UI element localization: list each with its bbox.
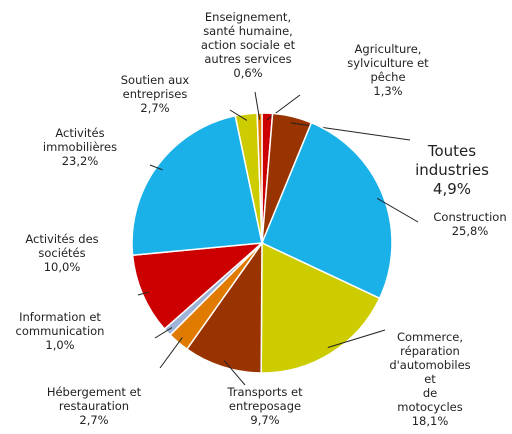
value-label: 2,7% (79, 413, 109, 427)
slice-label: Toutes industries 4,9% (415, 142, 489, 199)
category-label: Soutien aux entreprises (120, 73, 190, 101)
slice-label: Transports et entreposage 9,7% (227, 385, 302, 427)
value-label: 0,6% (233, 66, 263, 80)
slice-label: Information et communication 1,0% (16, 310, 105, 352)
leader-line (137, 291, 149, 296)
leader-line (229, 109, 248, 121)
pie-slice (185, 240, 263, 374)
value-label: 4,9% (432, 180, 472, 198)
pie-slice (260, 241, 381, 374)
value-label: 1,3% (373, 84, 403, 98)
category-label: Activités immobilières (42, 126, 118, 154)
value-label: 18,1% (411, 414, 449, 428)
value-label: 1,0% (45, 338, 75, 352)
category-label: Hébergement et restauration (46, 385, 142, 413)
category-label: Transports et entreposage (227, 385, 303, 413)
pie-slice (256, 112, 263, 244)
slice-label: Hébergement et restauration 2,7% (47, 385, 141, 427)
category-label: Information et communication (15, 310, 105, 338)
slice-label: Commerce, réparation d'automobiles et de… (389, 330, 471, 428)
leader-line (154, 327, 173, 339)
value-label: 9,7% (250, 413, 280, 427)
value-label: 10,0% (43, 260, 81, 274)
slice-label: Enseignement, santé humaine, action soci… (201, 10, 295, 80)
category-label: Toutes industries (415, 142, 489, 179)
slice-label: Agriculture, sylviculture et pêche 1,3% (347, 42, 428, 98)
category-label: Activités des sociétés (25, 232, 99, 260)
leader-line (149, 164, 163, 171)
leader-line (223, 360, 246, 386)
leader-line (327, 329, 386, 348)
pie-slice (131, 114, 263, 257)
value-label: 2,7% (140, 101, 170, 115)
category-label: Commerce, réparation d'automobiles et de… (389, 330, 471, 414)
category-label: Agriculture, sylviculture et pêche (347, 42, 429, 84)
slice-label: Activités des sociétés 10,0% (25, 232, 98, 274)
pie-slice (131, 242, 265, 331)
category-label: Construction (433, 210, 507, 224)
leader-line (159, 337, 183, 369)
leader-line (254, 91, 261, 120)
slice-label: Construction 25,8% (433, 210, 506, 238)
category-label: Enseignement, santé humaine, action soci… (200, 10, 296, 66)
slice-label: Activités immobilières 23,2% (43, 126, 117, 168)
value-label: 25,8% (451, 224, 489, 238)
leader-line (376, 197, 419, 223)
pie-slice (261, 121, 393, 300)
value-label: 23,2% (61, 154, 99, 168)
slice-label: Soutien aux entreprises 2,7% (121, 73, 190, 115)
